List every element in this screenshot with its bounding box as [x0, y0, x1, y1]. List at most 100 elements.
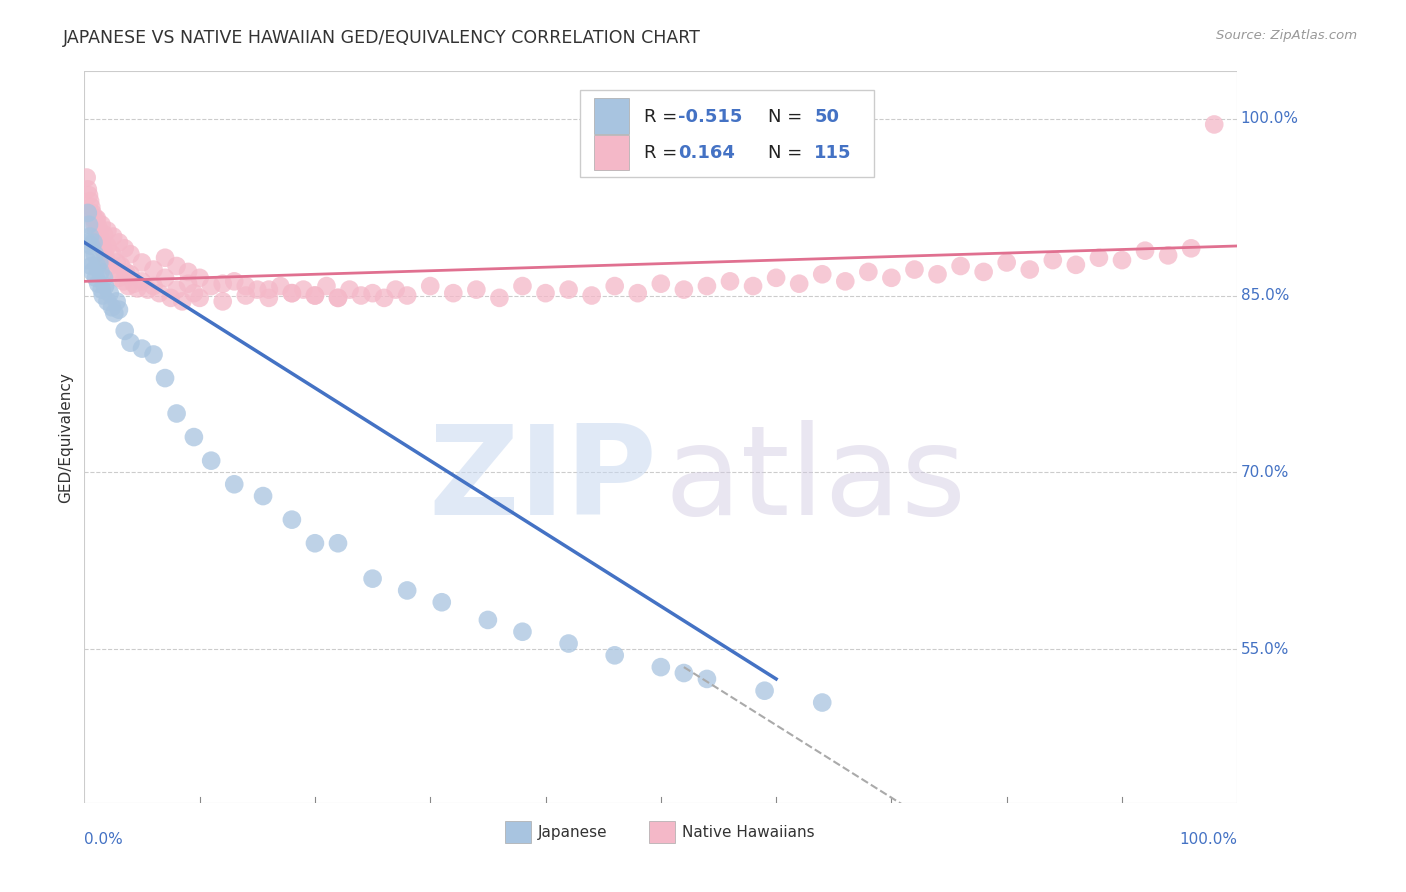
Point	[304, 288, 326, 302]
Point	[477, 613, 499, 627]
Point	[142, 262, 165, 277]
Point	[754, 683, 776, 698]
Point	[120, 335, 142, 350]
Point	[108, 235, 131, 250]
Point	[103, 265, 125, 279]
Point	[373, 291, 395, 305]
Point	[281, 286, 304, 301]
Text: 55.0%: 55.0%	[1240, 642, 1289, 657]
Point	[136, 283, 159, 297]
Point	[224, 274, 246, 288]
Text: JAPANESE VS NATIVE HAWAIIAN GED/EQUIVALENCY CORRELATION CHART: JAPANESE VS NATIVE HAWAIIAN GED/EQUIVALE…	[63, 29, 702, 46]
Point	[80, 239, 103, 253]
Text: atlas: atlas	[664, 420, 966, 541]
Text: Source: ZipAtlas.com: Source: ZipAtlas.com	[1216, 29, 1357, 42]
Point	[148, 286, 170, 301]
Point	[82, 265, 104, 279]
Point	[108, 270, 131, 285]
Text: ZIP: ZIP	[429, 420, 658, 541]
Point	[650, 660, 672, 674]
Point	[927, 267, 949, 281]
Text: R =: R =	[644, 108, 682, 126]
Point	[153, 270, 176, 285]
Point	[94, 279, 117, 293]
Point	[131, 274, 153, 288]
Point	[105, 255, 128, 269]
Point	[465, 283, 488, 297]
Point	[696, 279, 718, 293]
Point	[627, 286, 650, 301]
Point	[80, 200, 103, 214]
Point	[98, 286, 121, 301]
Text: 100.0%: 100.0%	[1180, 832, 1237, 847]
Point	[86, 259, 108, 273]
Point	[512, 279, 534, 293]
Point	[200, 453, 222, 467]
Point	[166, 407, 188, 421]
Point	[98, 259, 121, 273]
Bar	[650, 821, 675, 843]
Point	[257, 291, 280, 305]
Point	[89, 229, 111, 244]
Point	[811, 696, 834, 710]
Point	[76, 206, 98, 220]
Text: 115: 115	[814, 145, 852, 162]
FancyBboxPatch shape	[581, 90, 875, 178]
Point	[80, 259, 103, 273]
Point	[83, 247, 105, 261]
Point	[93, 270, 115, 285]
Point	[183, 286, 205, 301]
Point	[742, 279, 765, 293]
Point	[177, 265, 200, 279]
Point	[361, 286, 384, 301]
Point	[235, 279, 257, 293]
Point	[858, 265, 880, 279]
Point	[112, 274, 135, 288]
Point	[114, 324, 136, 338]
Point	[326, 291, 349, 305]
Point	[127, 281, 149, 295]
Point	[89, 232, 111, 246]
Point	[252, 489, 274, 503]
Point	[903, 262, 925, 277]
Point	[131, 342, 153, 356]
Point	[87, 277, 110, 291]
Point	[84, 211, 107, 226]
Point	[557, 283, 579, 297]
Text: 0.164: 0.164	[678, 145, 735, 162]
Point	[83, 218, 105, 232]
Point	[269, 279, 291, 293]
Point	[96, 294, 118, 309]
Point	[419, 279, 441, 293]
Point	[211, 294, 233, 309]
Point	[949, 259, 972, 273]
Point	[77, 188, 100, 202]
Point	[101, 301, 124, 315]
Point	[90, 283, 112, 297]
Point	[76, 235, 98, 250]
Point	[188, 291, 211, 305]
Text: 50: 50	[814, 108, 839, 126]
Point	[304, 288, 326, 302]
Point	[281, 513, 304, 527]
Point	[83, 211, 105, 226]
Text: 70.0%: 70.0%	[1240, 465, 1289, 480]
Point	[488, 291, 510, 305]
Point	[339, 283, 361, 297]
Point	[650, 277, 672, 291]
Point	[430, 595, 453, 609]
Point	[1111, 253, 1133, 268]
Point	[534, 286, 557, 301]
Point	[90, 218, 112, 232]
Point	[166, 259, 188, 273]
Point	[718, 274, 741, 288]
Point	[304, 536, 326, 550]
Point	[142, 347, 165, 361]
Point	[880, 270, 903, 285]
Point	[177, 277, 200, 291]
Point	[246, 283, 269, 297]
Point	[84, 270, 107, 285]
Point	[396, 583, 419, 598]
Text: N =: N =	[768, 108, 808, 126]
Point	[361, 572, 384, 586]
